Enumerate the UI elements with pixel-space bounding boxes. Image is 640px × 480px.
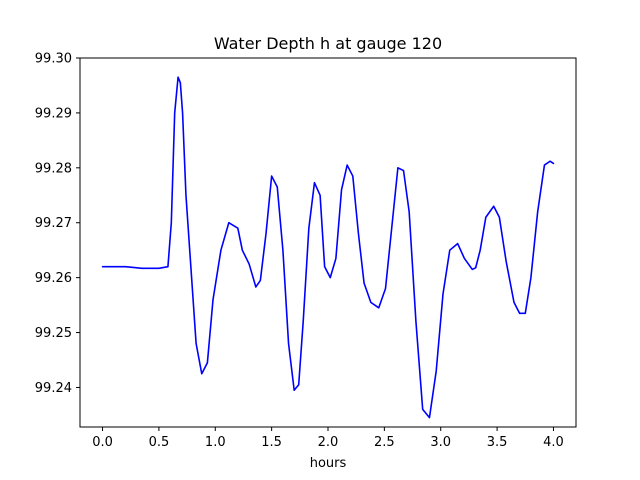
y-tick-label: 99.26 <box>35 271 72 286</box>
y-tick-label: 99.25 <box>35 326 72 341</box>
x-tick-label: 2.5 <box>374 435 395 450</box>
x-tick-label: 4.0 <box>543 435 564 450</box>
y-tick-label: 99.24 <box>35 381 72 396</box>
x-tick-label: 3.0 <box>430 435 451 450</box>
plot-area: 0.0 0.5 1.0 1.5 2.0 2.5 3.0 3.5 4.0 99.24 99.25 99.… <box>35 52 577 450</box>
y-tick-label: 99.30 <box>35 52 72 67</box>
y-tick-label: 99.29 <box>35 106 72 121</box>
x-axis-label: hours <box>310 456 347 471</box>
x-tick-label: 0.5 <box>149 435 170 450</box>
x-tick-label: 3.5 <box>487 435 508 450</box>
x-tick-label: 0.0 <box>92 435 113 450</box>
chart-title: Water Depth h at gauge 120 <box>214 34 442 53</box>
y-tick-label: 99.27 <box>35 216 72 231</box>
x-tick-label: 2.0 <box>318 435 339 450</box>
x-tick-label: 1.0 <box>205 435 226 450</box>
x-tick-label: 1.5 <box>261 435 282 450</box>
y-tick-label: 99.28 <box>35 161 72 176</box>
series-line-0 <box>101 76 555 419</box>
